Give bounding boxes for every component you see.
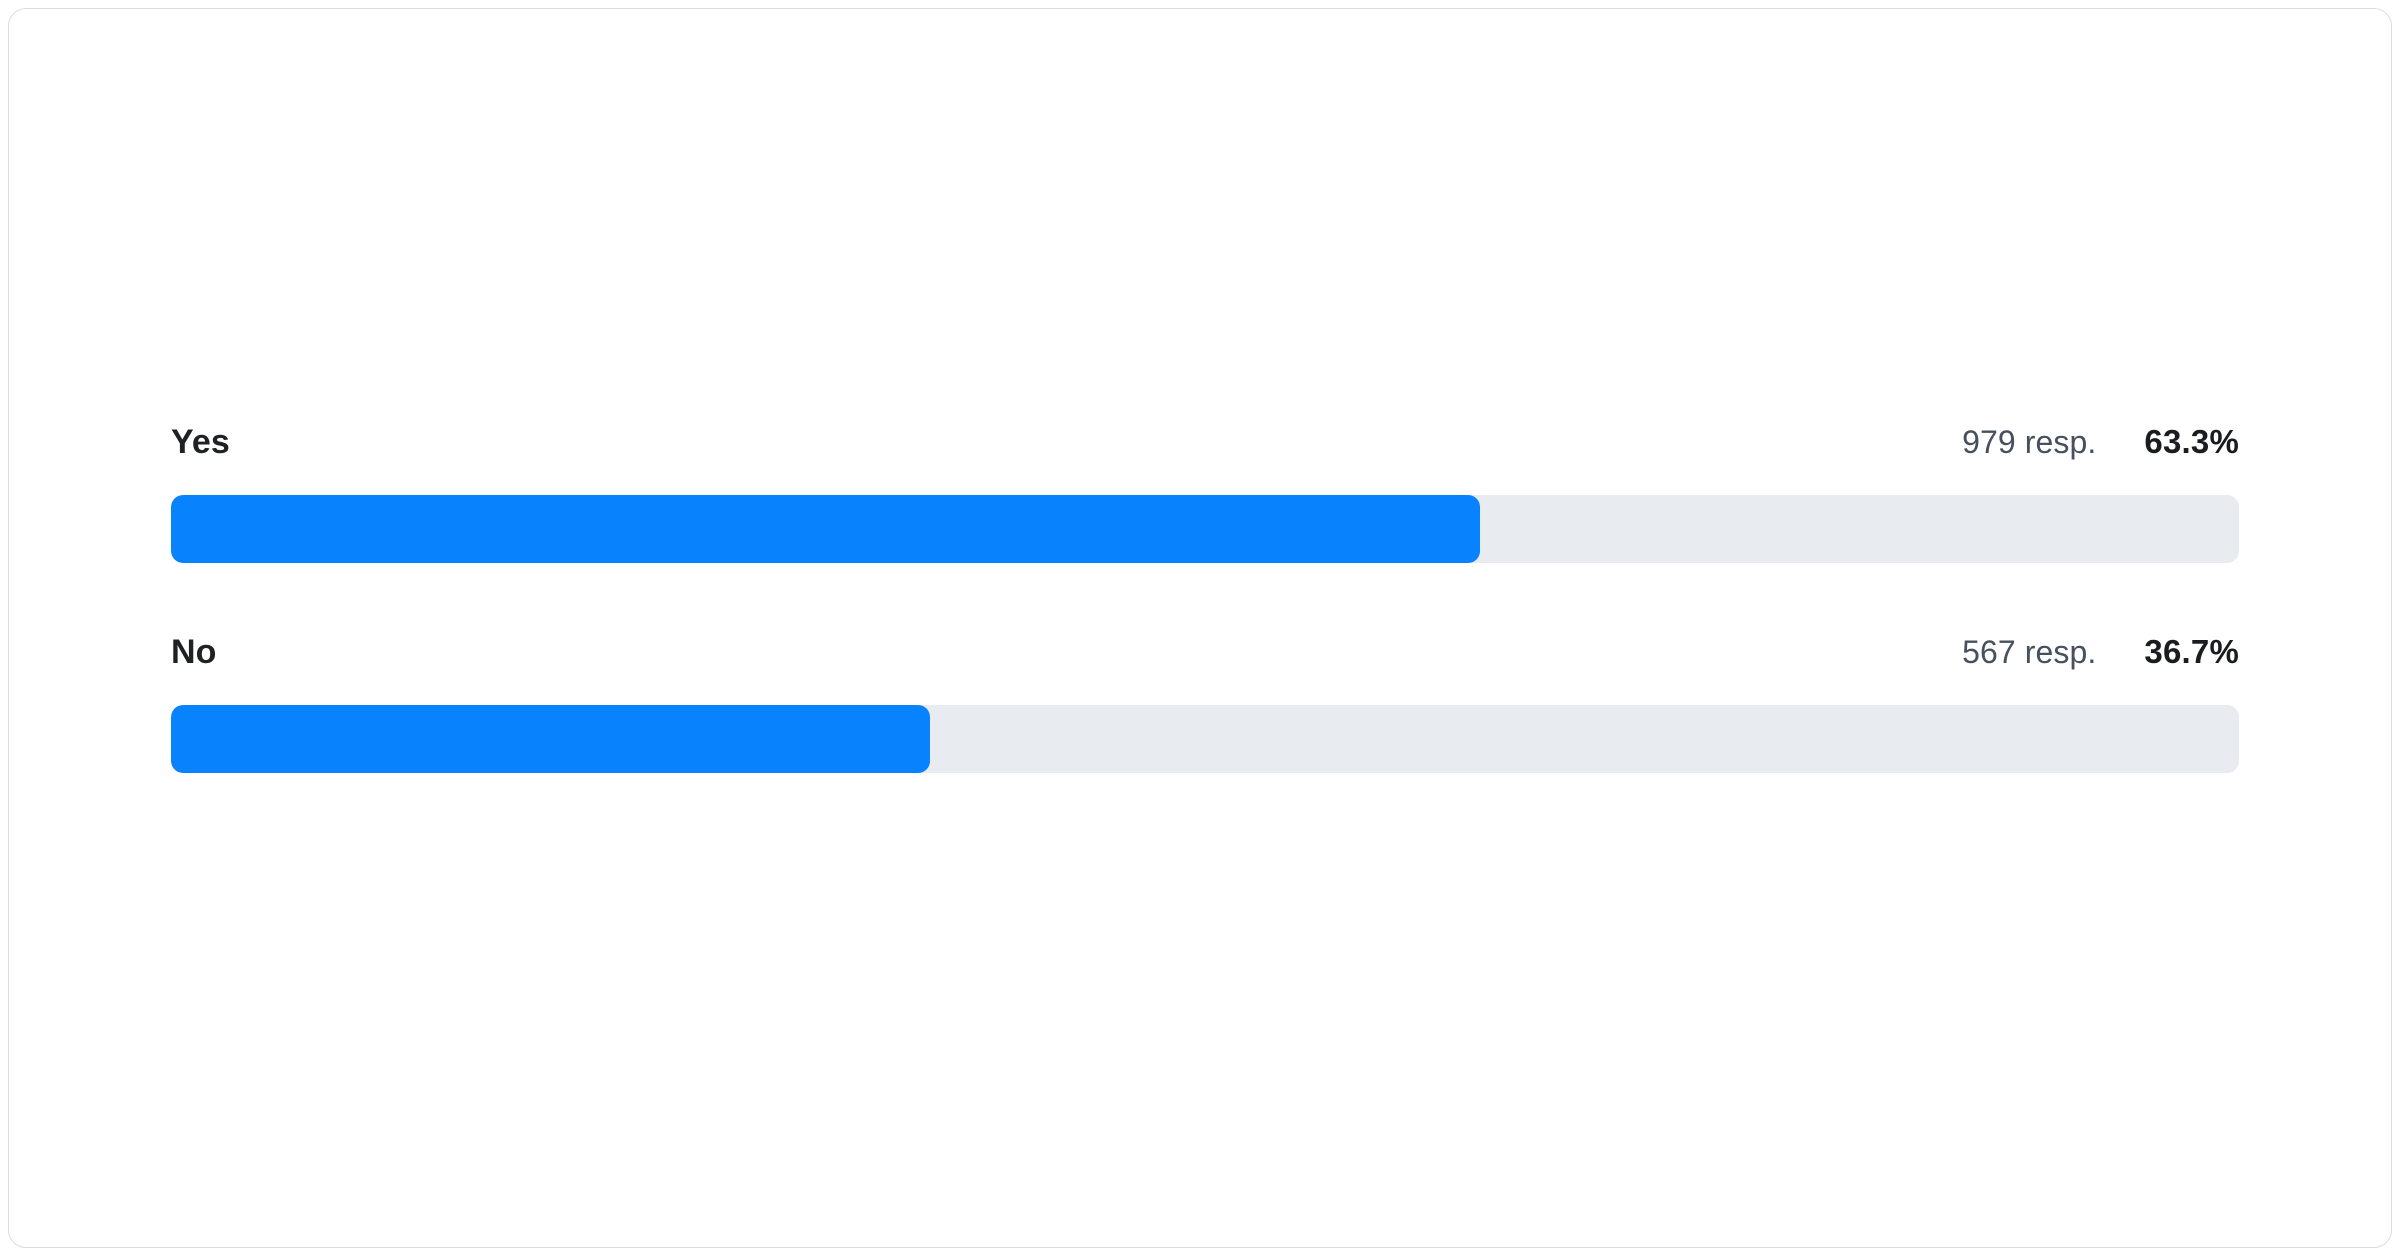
poll-option-header: No 567 resp. 36.7% <box>171 633 2239 679</box>
poll-option-bar-track <box>171 495 2239 563</box>
poll-option-yes[interactable]: Yes 979 resp. 63.3% <box>171 423 2239 563</box>
poll-option-label: Yes <box>171 423 230 461</box>
poll-option-header: Yes 979 resp. 63.3% <box>171 423 2239 469</box>
poll-option-bar-track <box>171 705 2239 773</box>
poll-option-stats: 567 resp. 36.7% <box>1962 633 2239 671</box>
poll-option-label: No <box>171 633 217 671</box>
poll-results-card: Yes 979 resp. 63.3% No 567 resp. 36.7% <box>8 8 2392 1248</box>
poll-option-no[interactable]: No 567 resp. 36.7% <box>171 633 2239 773</box>
poll-option-percent: 63.3% <box>2144 423 2239 460</box>
poll-results-list: Yes 979 resp. 63.3% No 567 resp. 36.7% <box>171 423 2239 773</box>
poll-option-response-count: 567 resp. <box>1962 634 2097 670</box>
poll-option-bar-fill <box>171 705 930 773</box>
poll-option-response-count: 979 resp. <box>1962 424 2097 460</box>
poll-option-percent: 36.7% <box>2144 633 2239 670</box>
poll-option-bar-fill <box>171 495 1481 563</box>
poll-option-stats: 979 resp. 63.3% <box>1962 423 2239 461</box>
